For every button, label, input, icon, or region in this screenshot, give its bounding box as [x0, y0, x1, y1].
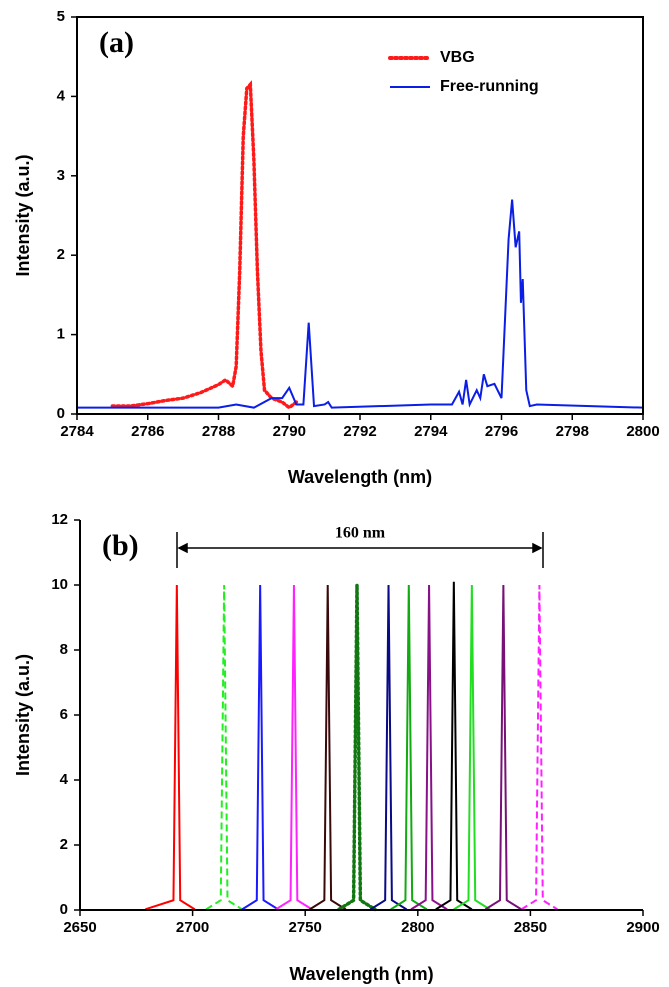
y-tick-label: 2: [60, 836, 68, 853]
data-line: [410, 584, 448, 911]
y-tick-label: 6: [60, 706, 68, 723]
data-line: [241, 584, 279, 911]
y-tick-label: 0: [60, 901, 68, 918]
y-tick-label: 4: [60, 771, 69, 788]
y-tick-label: 2: [57, 246, 65, 263]
data-line: [275, 584, 313, 911]
x-tick-label: 2700: [176, 919, 209, 936]
x-tick-label: 2750: [289, 919, 322, 936]
y-tick-label: 5: [57, 8, 65, 25]
span-arrow: [176, 532, 544, 568]
x-tick-label: 2788: [202, 423, 235, 440]
x-tick-label: 2800: [626, 423, 659, 440]
data-line: [110, 80, 299, 410]
data-line: [484, 584, 522, 911]
x-tick-label: 2794: [414, 423, 448, 440]
panel-label: (b): [102, 529, 139, 562]
y-tick-label: 10: [51, 576, 68, 593]
data-line: [309, 584, 347, 911]
data-line: [390, 584, 428, 911]
x-tick-label: 2786: [131, 423, 164, 440]
data-line: [369, 584, 408, 911]
data-line: [520, 584, 558, 911]
span-label: 160 nm: [335, 525, 386, 542]
x-axis-title: Wavelength (nm): [289, 964, 433, 984]
y-tick-label: 1: [57, 326, 65, 343]
x-tick-label: 2650: [63, 919, 96, 936]
x-tick-label: 2784: [60, 423, 94, 440]
data-line: [453, 584, 491, 911]
y-axis-title: Intensity (a.u.): [13, 654, 33, 776]
panel-label: (a): [99, 26, 134, 59]
y-tick-label: 12: [51, 511, 68, 528]
plot-frame: [76, 16, 644, 415]
data-line: [145, 584, 196, 911]
x-tick-label: 2798: [556, 423, 589, 440]
data-line: [77, 199, 644, 409]
x-tick-label: 2850: [514, 919, 547, 936]
y-axis-title: Intensity (a.u.): [13, 154, 33, 276]
y-tick-label: 3: [57, 167, 65, 184]
x-axis-title: Wavelength (nm): [288, 467, 432, 487]
data-line: [337, 584, 377, 912]
x-tick-label: 2790: [273, 423, 306, 440]
x-tick-label: 2800: [401, 919, 434, 936]
x-tick-label: 2792: [343, 423, 376, 440]
data-line: [435, 581, 473, 911]
data-line: [205, 584, 243, 911]
legend-label: VBG: [440, 49, 475, 66]
x-tick-label: 2900: [626, 919, 659, 936]
y-tick-label: 0: [57, 405, 65, 422]
y-tick-label: 8: [60, 641, 68, 658]
legend-label: Free-running: [440, 78, 539, 95]
x-tick-label: 2796: [485, 423, 518, 440]
y-tick-label: 4: [57, 87, 66, 104]
